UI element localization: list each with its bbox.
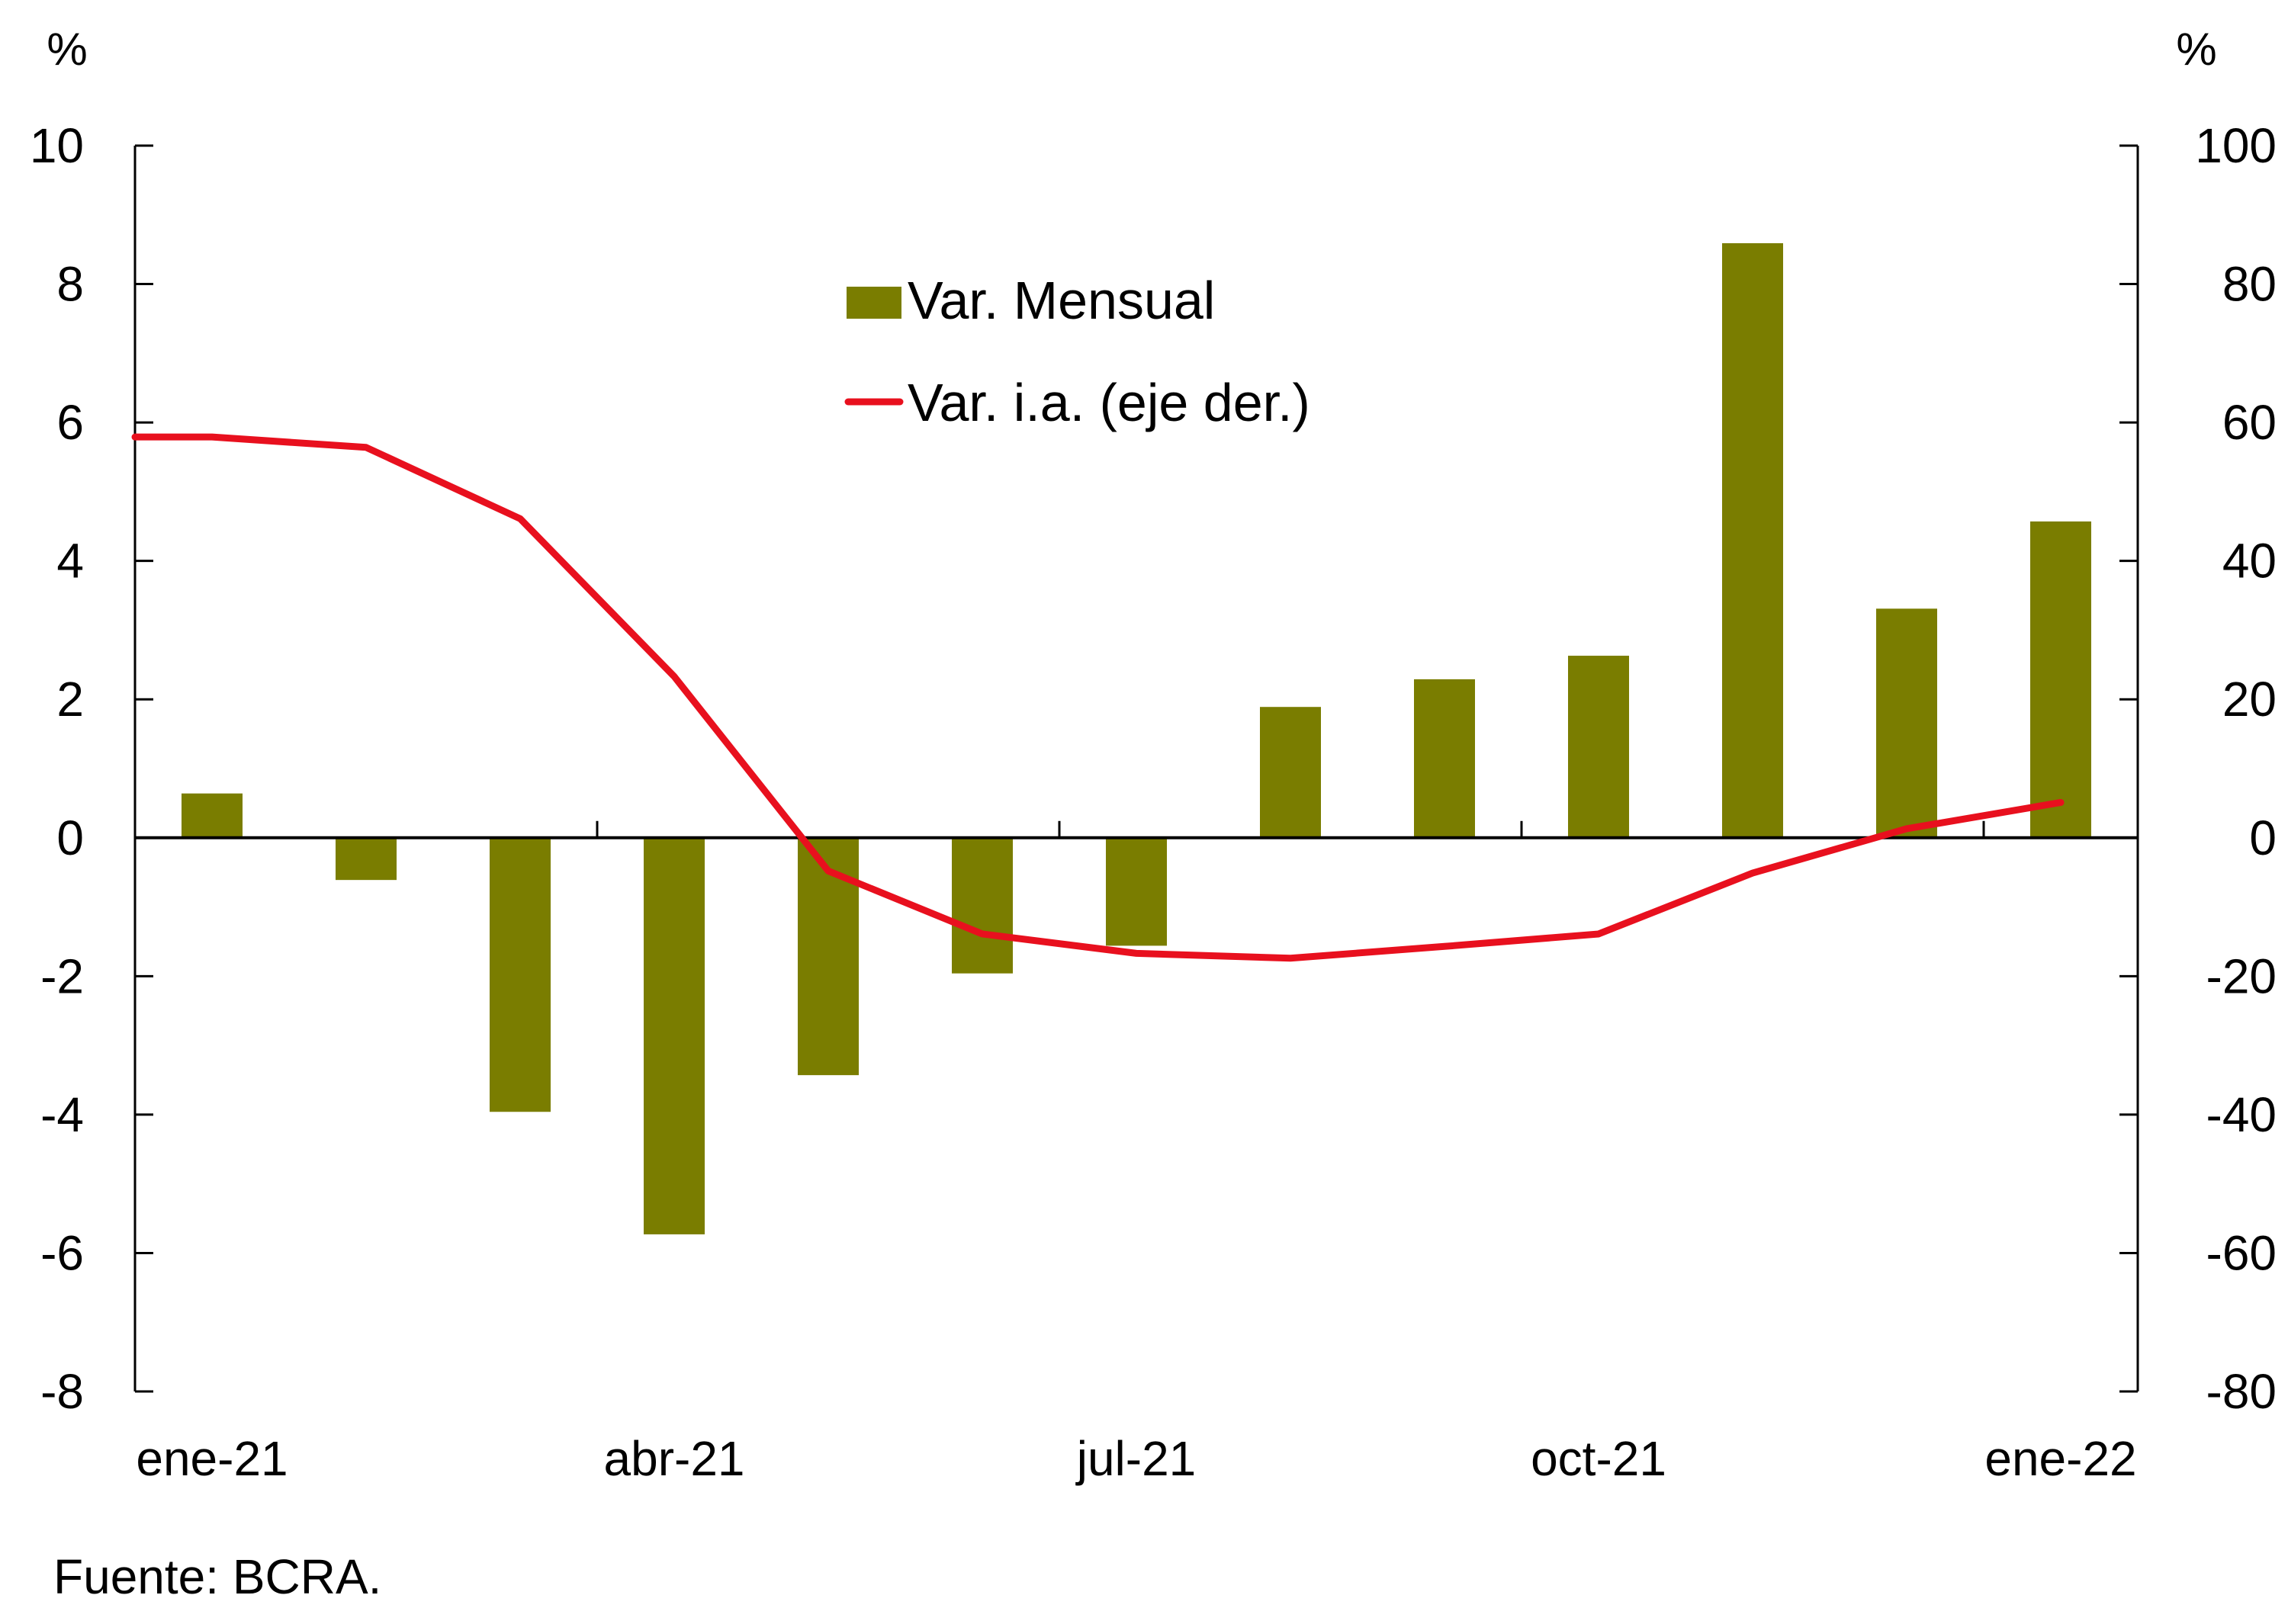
bar-abr-21	[644, 837, 705, 1234]
bar-mar-21	[490, 837, 551, 1112]
x-axis-tick-labels: ene-21 abr-21 jul-21 oct-21 ene-22	[136, 1431, 2136, 1486]
right-axis-ticks: 100 80 60 40 20 0 -20 -40 -60 -80	[2119, 118, 2277, 1419]
right-axis-tick-label: -80	[2206, 1364, 2277, 1419]
bar-ene-21	[182, 793, 243, 838]
left-axis-unit-label: %	[47, 24, 87, 75]
left-axis-tick-label: 0	[56, 810, 84, 865]
left-axis-ticks: 10 8 6 4 2 0 -2 -4 -6 -8	[30, 118, 153, 1419]
right-axis-tick-label: 0	[2249, 810, 2277, 865]
bar-sep-21	[1414, 679, 1475, 838]
bar-series-var-mensual	[182, 242, 2091, 1234]
line-var-ia	[131, 433, 2065, 962]
legend: Var. Mensual Var. i.a. (eje der.)	[844, 271, 1310, 432]
right-axis-tick-label: 80	[2222, 257, 2277, 312]
bar-dic-21	[1876, 608, 1937, 838]
right-axis-tick-label: 20	[2222, 672, 2277, 727]
x-axis-tick-label: abr-21	[604, 1431, 745, 1486]
x-axis-tick-label: ene-21	[136, 1431, 288, 1486]
left-axis-tick-label: 6	[56, 395, 84, 450]
left-axis-tick-label: 8	[56, 257, 84, 312]
bar-feb-21	[336, 837, 397, 881]
left-axis-tick-label: -4	[40, 1087, 84, 1142]
bar-oct-21	[1568, 656, 1629, 838]
source-note: Fuente: BCRA.	[53, 1549, 381, 1604]
right-axis-tick-label: -60	[2206, 1225, 2277, 1280]
right-axis-tick-label: 100	[2195, 118, 2277, 173]
legend-swatch-var-mensual	[847, 287, 901, 319]
right-axis-unit-label: %	[2176, 24, 2216, 75]
left-axis-tick-label: -8	[40, 1364, 84, 1419]
legend-label-var-ia: Var. i.a. (eje der.)	[908, 373, 1310, 432]
bar-ago-21	[1260, 707, 1321, 838]
right-axis-tick-label: -40	[2206, 1087, 2277, 1142]
right-axis-tick-label: -20	[2206, 948, 2277, 1003]
left-axis-tick-label: 10	[30, 118, 84, 173]
bar-jul-21	[1106, 837, 1167, 946]
bar-nov-21	[1722, 242, 1783, 838]
line-series-var-ia	[131, 433, 2065, 962]
axes	[133, 146, 2139, 1391]
x-axis-tick-label: jul-21	[1075, 1431, 1197, 1486]
bar-jun-21	[952, 837, 1013, 974]
x-axis-tick-label: ene-22	[1984, 1431, 2136, 1486]
x-axis-tick-label: oct-21	[1531, 1431, 1666, 1486]
left-axis-tick-label: 2	[56, 672, 84, 727]
right-axis-tick-label: 60	[2222, 395, 2277, 450]
legend-label-var-mensual: Var. Mensual	[908, 271, 1215, 330]
bar-ene-22	[2030, 521, 2091, 838]
left-axis-tick-label: -2	[40, 948, 84, 1003]
left-axis-tick-label: 4	[56, 534, 84, 589]
left-axis-tick-label: -6	[40, 1225, 84, 1280]
right-axis-tick-label: 40	[2222, 534, 2277, 589]
